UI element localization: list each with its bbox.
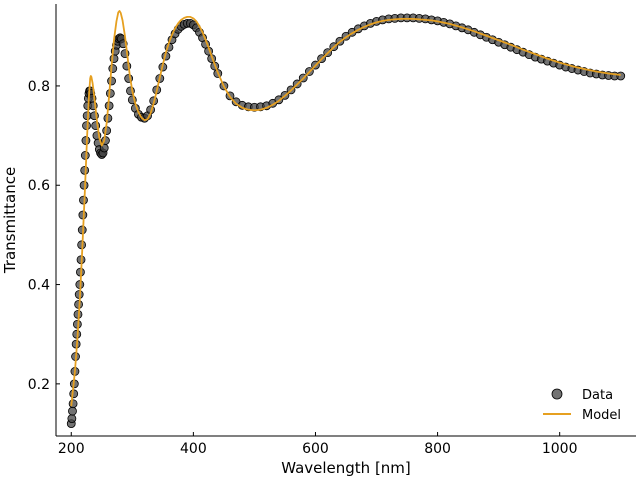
x-tick-label: 800 (424, 441, 451, 457)
data-point (68, 399, 78, 409)
data-point (68, 406, 77, 416)
axes (55, 4, 636, 437)
x-tick-label: 600 (302, 441, 329, 457)
data-series-layer (66, 10, 626, 428)
data-point (80, 165, 90, 175)
data-point (67, 414, 77, 424)
legend-model-label: Model (582, 408, 621, 423)
data-point (82, 121, 91, 131)
legend: Data Model (543, 388, 621, 423)
data-point (79, 180, 89, 190)
x-tick-label: 200 (58, 441, 85, 457)
x-tick-label: 400 (180, 441, 207, 457)
y-ticks: 0.2 0.4 0.6 0.8 (28, 79, 60, 393)
data-point (108, 64, 118, 73)
y-tick-label: 0.8 (28, 79, 50, 95)
legend-data-marker (551, 388, 563, 400)
plot-area (66, 10, 626, 428)
x-axis-title: Wavelength [nm] (281, 459, 411, 477)
x-tick-label: 1000 (542, 441, 578, 457)
model-line (70, 10, 621, 407)
x-ticks: 200 400 600 800 1000 (58, 432, 578, 457)
data-point (107, 76, 116, 86)
y-tick-label: 0.4 (28, 278, 50, 294)
y-tick-label: 0.6 (28, 178, 50, 194)
data-point (616, 71, 626, 81)
y-axis-title: Transmittance (1, 167, 19, 274)
y-tick-label: 0.2 (28, 377, 50, 393)
data-point (81, 136, 91, 145)
legend-data-label: Data (582, 388, 613, 403)
